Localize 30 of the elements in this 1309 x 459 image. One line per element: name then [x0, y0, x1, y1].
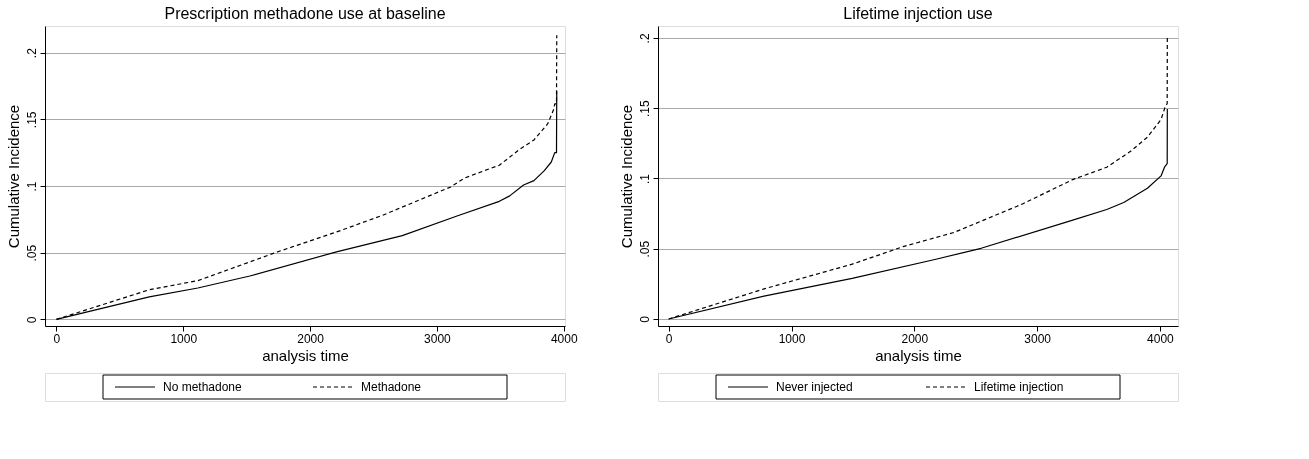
chart-title: Lifetime injection use: [843, 5, 993, 22]
x-tick-label: 0: [665, 331, 673, 346]
x-tick-label: 4000: [1147, 331, 1175, 346]
chart-title: Prescription methadone use at baseline: [164, 5, 446, 22]
y-tick-label: .05: [24, 244, 39, 262]
y-tick-label: .2: [24, 47, 39, 59]
legend-label: Methadone: [361, 380, 422, 394]
y-tick-label: 0: [637, 315, 652, 323]
y-axis-title: Cumulative Incidence: [4, 104, 22, 249]
y-tick-label: .1: [24, 181, 39, 192]
y-axis-title: Cumulative Incidence: [617, 104, 635, 249]
y-tick-label: .1: [637, 173, 652, 184]
x-tick-label: 1000: [170, 331, 198, 346]
x-tick-label: 3000: [1024, 331, 1052, 346]
x-axis-title: analysis time: [262, 346, 349, 364]
y-tick-label: .05: [637, 240, 652, 258]
legend-label: Never injected: [776, 380, 853, 394]
x-tick-label: 4000: [550, 331, 578, 346]
y-tick-label: .15: [24, 111, 39, 129]
y-tick-label: .15: [637, 100, 652, 118]
x-axis-title: analysis time: [875, 346, 962, 364]
x-tick-label: 2000: [901, 331, 929, 346]
x-tick-label: 1000: [778, 331, 806, 346]
legend-label: Lifetime injection: [974, 380, 1064, 394]
legend-label: No methadone: [163, 380, 243, 394]
x-tick-label: 0: [53, 331, 61, 346]
y-tick-label: 0: [24, 316, 39, 324]
y-tick-label: .2: [637, 33, 652, 44]
x-tick-label: 2000: [297, 331, 325, 346]
x-tick-label: 3000: [424, 331, 452, 346]
